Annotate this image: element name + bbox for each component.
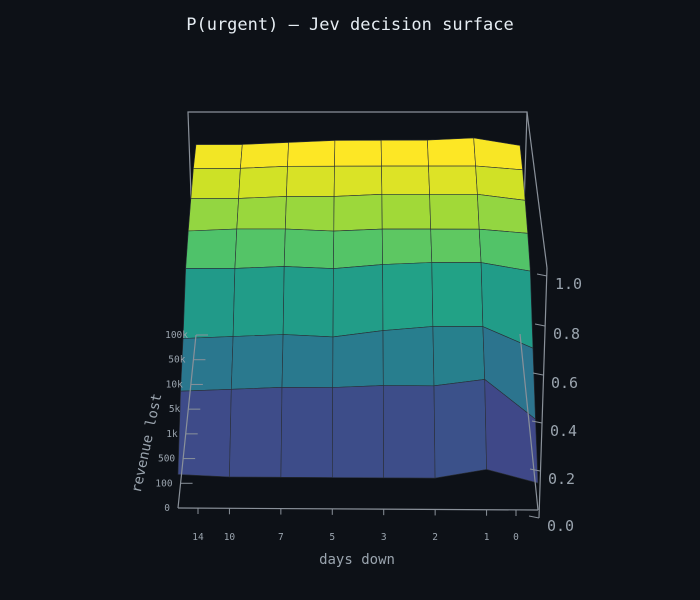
z-tick-mark — [534, 323, 546, 327]
surface-cell — [182, 267, 236, 339]
x-tick-label: 2 — [432, 532, 438, 543]
right-floor-edge — [519, 333, 539, 511]
surface-cell — [382, 326, 435, 387]
surface-cell — [230, 334, 284, 390]
surface-cell — [429, 194, 480, 230]
surface-cell — [332, 264, 384, 338]
surface-cell — [477, 193, 529, 234]
y-tick-label: 50k — [168, 355, 185, 366]
surface-cell — [229, 386, 283, 478]
surface-cell — [280, 386, 334, 478]
surface-cell — [333, 193, 383, 232]
surface-cell — [187, 198, 239, 232]
surface-cell — [236, 196, 287, 230]
surface-cell — [334, 139, 382, 167]
surface-cell — [238, 165, 288, 199]
x-tick-label: 5 — [329, 532, 335, 543]
surface-cell — [180, 336, 234, 392]
y-tick-label: 1k — [166, 429, 178, 440]
chart-title: P(urgent) — Jev decision surface — [186, 15, 514, 35]
surface-cell — [473, 137, 523, 171]
y-tick-label: 0 — [164, 503, 170, 514]
y-tick-label: 5k — [169, 404, 181, 415]
surface-cell — [190, 167, 241, 199]
surface-cell — [234, 228, 286, 269]
z-tick-mark — [531, 420, 543, 424]
surface-cell — [432, 326, 486, 387]
y-tick-label: 10k — [166, 379, 183, 390]
surface-cell — [427, 137, 476, 167]
z-axis-line-lower — [538, 267, 548, 519]
surface-cell — [433, 379, 487, 479]
surface-mesh — [177, 137, 539, 484]
surface-cell — [286, 165, 335, 197]
surface-cell — [430, 228, 482, 263]
surface-cell — [382, 262, 434, 331]
surface-cell — [282, 266, 334, 338]
left-floor-edge — [177, 334, 197, 509]
surface-cell — [428, 165, 478, 195]
surface-cell — [484, 378, 539, 484]
surface-cell — [381, 165, 430, 195]
axis-frame-front — [177, 111, 548, 519]
z-tick-mark — [528, 515, 540, 519]
surface-cell — [287, 140, 336, 167]
z-tick-mark — [532, 372, 544, 376]
x-tick-label: 0 — [513, 532, 519, 543]
z-tick-mark — [536, 273, 548, 277]
surface-cell — [283, 228, 335, 269]
x-tick-label: 10 — [224, 532, 236, 543]
x-axis-label: days down — [319, 552, 395, 568]
surface-cell — [185, 228, 238, 269]
surface-cell — [333, 165, 383, 197]
z-tick-label: 1.0 — [555, 275, 582, 293]
z-tick-mark — [529, 468, 541, 472]
y-tick-label: 500 — [158, 454, 175, 465]
surface-cell — [331, 385, 385, 479]
y-axis-ticks: 0 100 500 1k 5k 10k 50k 100k — [155, 330, 208, 514]
surface-cell — [281, 334, 334, 388]
x-tick-label: 3 — [381, 532, 387, 543]
front-floor-edge — [177, 507, 539, 511]
surface-cell — [333, 228, 383, 269]
surface-cell — [232, 266, 285, 337]
y-tick-label: 100k — [165, 330, 188, 341]
z-tick-label: 0.2 — [548, 470, 575, 488]
surface-cell — [431, 262, 484, 327]
z-tick-label: 0.0 — [547, 517, 574, 535]
x-tick-label: 14 — [192, 532, 204, 543]
y-tick-label: 100 — [155, 478, 172, 489]
surface-cell — [381, 194, 432, 230]
z-tick-label: 0.4 — [550, 422, 577, 440]
surface-cell — [284, 196, 335, 232]
x-tick-label: 1 — [484, 532, 490, 543]
x-tick-label: 7 — [278, 532, 284, 543]
z-axis-line — [526, 111, 548, 269]
z-axis-ticks: 0.0 0.2 0.4 0.6 0.8 1.0 — [528, 273, 582, 535]
z-tick-label: 0.8 — [553, 325, 580, 343]
surface-cell — [381, 228, 433, 265]
x-axis-ticks: 14 10 7 5 3 2 1 0 — [192, 508, 519, 543]
surface-cell — [382, 385, 436, 479]
z-tick-label: 0.6 — [551, 374, 578, 392]
surface-cell — [332, 330, 384, 388]
surface-cell — [193, 144, 243, 169]
surface-cell — [240, 142, 289, 169]
surface-cell — [380, 139, 429, 167]
